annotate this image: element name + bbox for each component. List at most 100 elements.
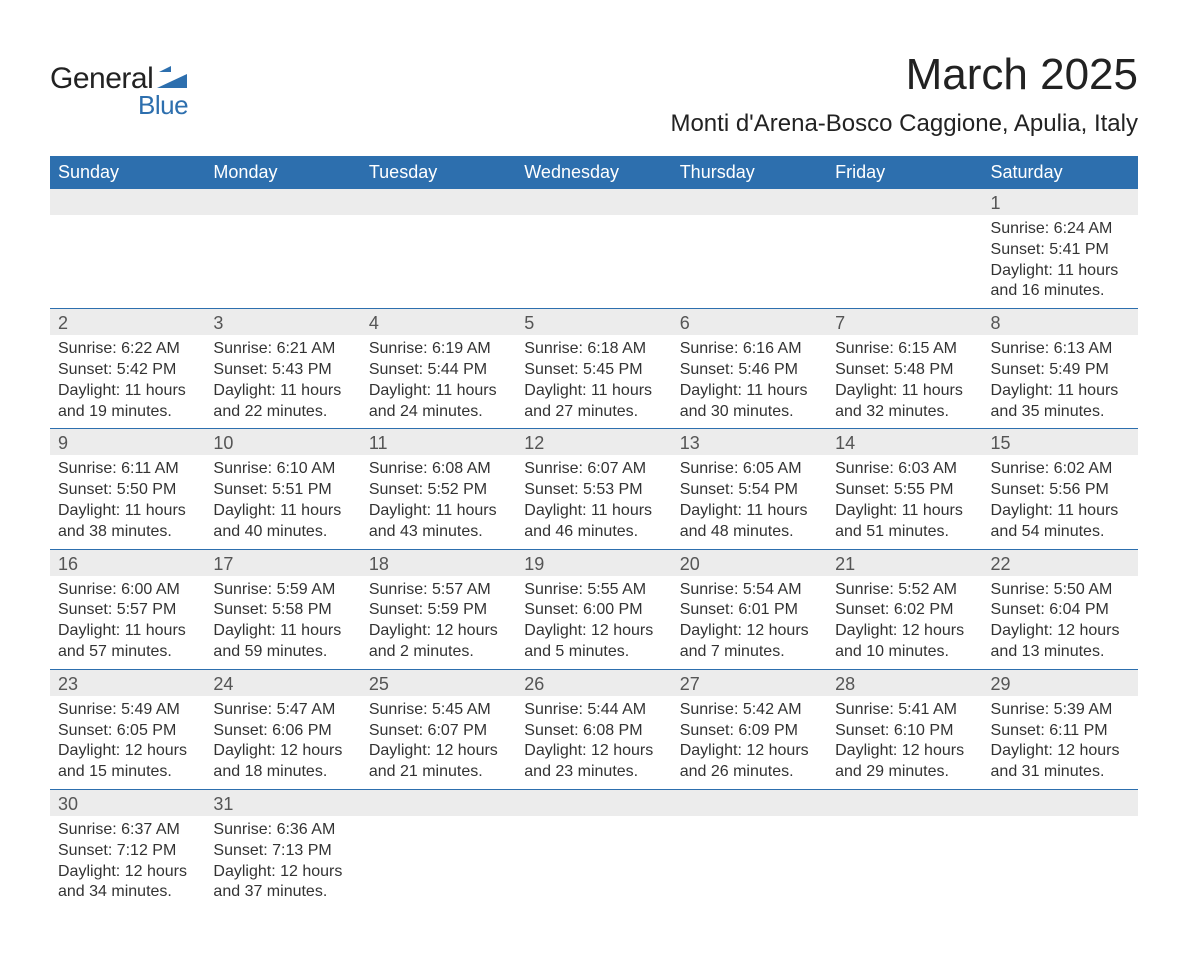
- cell-daylight2: and 23 minutes.: [524, 762, 663, 783]
- calendar-cell: 2Sunrise: 6:22 AMSunset: 5:42 PMDaylight…: [50, 309, 205, 429]
- col-friday: Friday: [827, 156, 982, 189]
- cell-daylight2: and 7 minutes.: [680, 642, 819, 663]
- cell-sunset: Sunset: 5:48 PM: [835, 360, 974, 381]
- cell-sunrise: Sunrise: 6:15 AM: [835, 339, 974, 360]
- cell-sunset: Sunset: 5:50 PM: [58, 480, 197, 501]
- calendar-cell: 9Sunrise: 6:11 AMSunset: 5:50 PMDaylight…: [50, 429, 205, 549]
- calendar-cell: 20Sunrise: 5:54 AMSunset: 6:01 PMDayligh…: [672, 549, 827, 669]
- day-number: 1: [983, 189, 1138, 215]
- day-number: 10: [205, 429, 360, 455]
- calendar-cell: 16Sunrise: 6:00 AMSunset: 5:57 PMDayligh…: [50, 549, 205, 669]
- cell-daylight2: and 18 minutes.: [213, 762, 352, 783]
- cell-body: Sunrise: 6:05 AMSunset: 5:54 PMDaylight:…: [672, 455, 827, 548]
- cell-body: Sunrise: 6:07 AMSunset: 5:53 PMDaylight:…: [516, 455, 671, 548]
- cell-daylight1: Daylight: 12 hours: [991, 741, 1130, 762]
- cell-body: [827, 215, 982, 246]
- day-number: 8: [983, 309, 1138, 335]
- day-number: 7: [827, 309, 982, 335]
- calendar-week: 23Sunrise: 5:49 AMSunset: 6:05 PMDayligh…: [50, 669, 1138, 789]
- title-month: March 2025: [670, 50, 1138, 100]
- cell-sunset: Sunset: 7:13 PM: [213, 841, 352, 862]
- cell-daylight1: Daylight: 12 hours: [991, 621, 1130, 642]
- calendar-cell: 15Sunrise: 6:02 AMSunset: 5:56 PMDayligh…: [983, 429, 1138, 549]
- cell-sunrise: Sunrise: 5:41 AM: [835, 700, 974, 721]
- cell-body: [672, 215, 827, 246]
- cell-sunrise: Sunrise: 5:52 AM: [835, 580, 974, 601]
- calendar-cell: 8Sunrise: 6:13 AMSunset: 5:49 PMDaylight…: [983, 309, 1138, 429]
- day-number: 11: [361, 429, 516, 455]
- calendar-week: 16Sunrise: 6:00 AMSunset: 5:57 PMDayligh…: [50, 549, 1138, 669]
- calendar-cell: 26Sunrise: 5:44 AMSunset: 6:08 PMDayligh…: [516, 669, 671, 789]
- cell-sunrise: Sunrise: 5:49 AM: [58, 700, 197, 721]
- cell-daylight1: Daylight: 11 hours: [213, 501, 352, 522]
- cell-body: Sunrise: 6:13 AMSunset: 5:49 PMDaylight:…: [983, 335, 1138, 428]
- day-number: 16: [50, 550, 205, 576]
- cell-sunrise: Sunrise: 6:18 AM: [524, 339, 663, 360]
- cell-sunrise: Sunrise: 6:13 AM: [991, 339, 1130, 360]
- day-number: 27: [672, 670, 827, 696]
- cell-sunset: Sunset: 6:09 PM: [680, 721, 819, 742]
- day-number: [983, 790, 1138, 816]
- calendar-cell: 19 Sunrise: 5:55 AMSunset: 6:00 PMDayligh…: [516, 549, 671, 669]
- cell-daylight1: Daylight: 12 hours: [524, 621, 663, 642]
- cell-sunrise: Sunrise: 6:07 AM: [524, 459, 663, 480]
- cell-sunrise: Sunrise: 6:11 AM: [58, 459, 197, 480]
- cell-daylight1: Daylight: 11 hours: [213, 381, 352, 402]
- calendar-cell: 30Sunrise: 6:37 AMSunset: 7:12 PMDayligh…: [50, 789, 205, 909]
- cell-body: Sunrise: 5:50 AMSunset: 6:04 PMDaylight:…: [983, 576, 1138, 669]
- cell-sunrise: Sunrise: 5:59 AM: [213, 580, 352, 601]
- day-number: 23: [50, 670, 205, 696]
- cell-sunrise: Sunrise: 6:08 AM: [369, 459, 508, 480]
- cell-sunset: Sunset: 5:55 PM: [835, 480, 974, 501]
- cell-daylight2: and 29 minutes.: [835, 762, 974, 783]
- day-number: 19: [516, 550, 671, 576]
- cell-sunrise: Sunrise: 5:55 AM: [524, 580, 663, 601]
- cell-body: Sunrise: 5:44 AMSunset: 6:08 PMDaylight:…: [516, 696, 671, 789]
- day-number: 12: [516, 429, 671, 455]
- cell-body: Sunrise: 5:57 AMSunset: 5:59 PMDaylight:…: [361, 576, 516, 669]
- cell-body: Sunrise: 5:41 AMSunset: 6:10 PMDaylight:…: [827, 696, 982, 789]
- cell-daylight2: and 22 minutes.: [213, 402, 352, 423]
- day-number: 25: [361, 670, 516, 696]
- cell-sunrise: Sunrise: 5:54 AM: [680, 580, 819, 601]
- cell-daylight1: Daylight: 12 hours: [369, 621, 508, 642]
- day-number: 14: [827, 429, 982, 455]
- cell-body: Sunrise: 5:39 AMSunset: 6:11 PMDaylight:…: [983, 696, 1138, 789]
- day-number: [516, 790, 671, 816]
- cell-daylight2: and 10 minutes.: [835, 642, 974, 663]
- calendar-cell: 23Sunrise: 5:49 AMSunset: 6:05 PMDayligh…: [50, 669, 205, 789]
- calendar-cell: 17Sunrise: 5:59 AMSunset: 5:58 PMDayligh…: [205, 549, 360, 669]
- cell-sunset: Sunset: 6:00 PM: [524, 600, 663, 621]
- cell-sunrise: Sunrise: 6:22 AM: [58, 339, 197, 360]
- calendar-cell: 29Sunrise: 5:39 AMSunset: 6:11 PMDayligh…: [983, 669, 1138, 789]
- cell-sunset: Sunset: 5:59 PM: [369, 600, 508, 621]
- cell-sunrise: Sunrise: 5:47 AM: [213, 700, 352, 721]
- cell-daylight1: Daylight: 11 hours: [835, 501, 974, 522]
- cell-daylight1: Daylight: 11 hours: [991, 261, 1130, 282]
- calendar-cell: [50, 189, 205, 309]
- cell-sunset: Sunset: 6:06 PM: [213, 721, 352, 742]
- cell-sunrise: Sunrise: 5:42 AM: [680, 700, 819, 721]
- cell-sunset: Sunset: 6:08 PM: [524, 721, 663, 742]
- cell-sunrise: Sunrise: 6:10 AM: [213, 459, 352, 480]
- cell-sunrise: Sunrise: 6:16 AM: [680, 339, 819, 360]
- day-number: 30: [50, 790, 205, 816]
- calendar-cell: 5Sunrise: 6:18 AMSunset: 5:45 PMDaylight…: [516, 309, 671, 429]
- cell-sunset: Sunset: 6:07 PM: [369, 721, 508, 742]
- col-saturday: Saturday: [983, 156, 1138, 189]
- calendar-cell: [361, 789, 516, 909]
- calendar-cell: [827, 189, 982, 309]
- cell-body: Sunrise: 5:52 AMSunset: 6:02 PMDaylight:…: [827, 576, 982, 669]
- cell-daylight2: and 27 minutes.: [524, 402, 663, 423]
- calendar-cell: 21Sunrise: 5:52 AMSunset: 6:02 PMDayligh…: [827, 549, 982, 669]
- cell-daylight2: and 48 minutes.: [680, 522, 819, 543]
- day-number: 13: [672, 429, 827, 455]
- calendar-cell: [827, 789, 982, 909]
- calendar-cell: 10Sunrise: 6:10 AMSunset: 5:51 PMDayligh…: [205, 429, 360, 549]
- cell-body: [672, 816, 827, 847]
- col-monday: Monday: [205, 156, 360, 189]
- cell-body: [361, 215, 516, 246]
- calendar-cell: [516, 189, 671, 309]
- cell-sunrise: Sunrise: 6:02 AM: [991, 459, 1130, 480]
- day-number: 17: [205, 550, 360, 576]
